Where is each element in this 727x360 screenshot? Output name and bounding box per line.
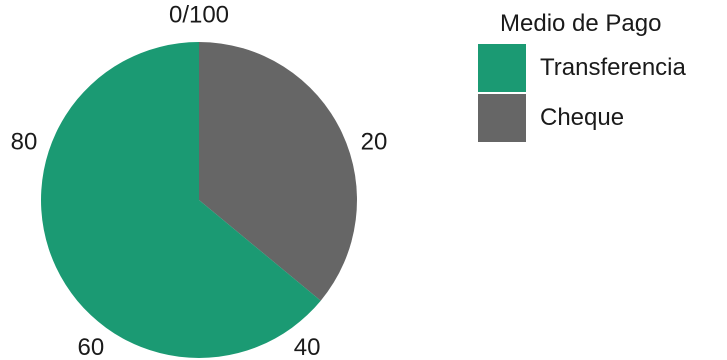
pie-tick-labels: 0/100 20 40 60 80 [11, 1, 388, 360]
legend-swatch-cheque [478, 94, 526, 142]
legend-label-transferencia: Transferencia [540, 54, 686, 81]
legend-item-cheque: Cheque [478, 94, 686, 142]
legend-label-cheque: Cheque [540, 104, 625, 131]
pie-slice-transferencia [40, 42, 321, 358]
legend: Medio de Pago Transferencia Cheque [478, 10, 686, 144]
pie-tick-label: 60 [77, 334, 104, 360]
pie-tick-label: 40 [294, 334, 321, 360]
legend-item-transferencia: Transferencia [478, 44, 686, 92]
pie-slice-cheque [199, 42, 357, 301]
pie-tick-label: 0/100 [169, 1, 229, 28]
legend-title: Medio de Pago [500, 10, 662, 37]
pie-chart: 0/100 20 40 60 80 [11, 1, 388, 360]
pie-slices [40, 42, 357, 358]
pie-tick-label: 80 [11, 128, 38, 155]
legend-swatch-transferencia [478, 44, 526, 92]
pie-tick-label: 20 [361, 128, 388, 155]
